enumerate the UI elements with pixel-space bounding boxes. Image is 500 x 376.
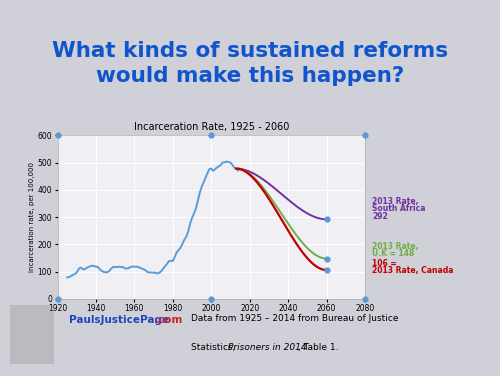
Y-axis label: Incarceration rate, per 100,000: Incarceration rate, per 100,000 — [28, 162, 34, 272]
Text: 2013 Rate, Canada: 2013 Rate, Canada — [372, 266, 454, 275]
Text: What kinds of sustained reforms
would make this happen?: What kinds of sustained reforms would ma… — [52, 41, 448, 86]
Text: , Table 1.: , Table 1. — [298, 344, 339, 352]
Text: 106 =: 106 = — [372, 259, 397, 268]
Text: 2013 Rate,: 2013 Rate, — [372, 242, 419, 251]
Text: South Africa: South Africa — [372, 204, 426, 213]
Bar — [10, 305, 54, 364]
Text: 292: 292 — [372, 212, 388, 221]
Title: Incarceration Rate, 1925 - 2060: Incarceration Rate, 1925 - 2060 — [134, 122, 289, 132]
Text: .com: .com — [154, 315, 183, 325]
Text: Data from 1925 – 2014 from Bureau of Justice: Data from 1925 – 2014 from Bureau of Jus… — [191, 314, 398, 323]
Text: U.K = 148: U.K = 148 — [372, 249, 415, 258]
Text: Statistics,: Statistics, — [191, 344, 238, 352]
Text: 2013 Rate,: 2013 Rate, — [372, 197, 419, 206]
Text: Prisoners in 2014: Prisoners in 2014 — [228, 344, 307, 352]
Text: PaulsJusticePage: PaulsJusticePage — [68, 315, 169, 325]
